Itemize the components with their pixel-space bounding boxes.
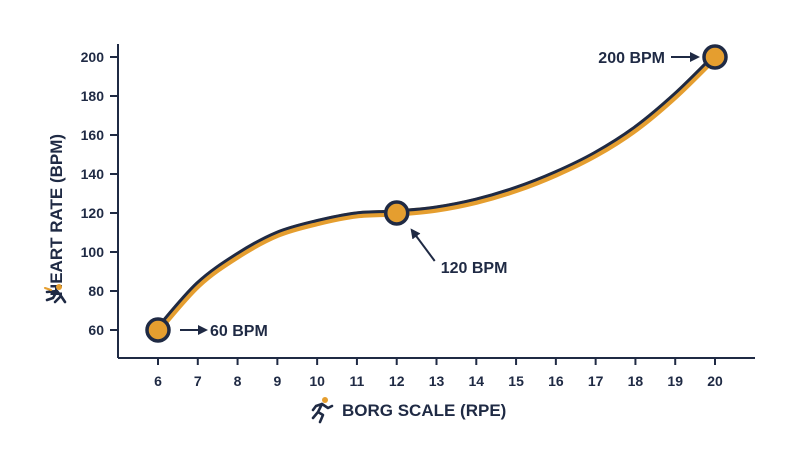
x-tick-label: 9 bbox=[273, 373, 281, 389]
y-tick-label: 180 bbox=[81, 88, 105, 104]
x-tick-label: 19 bbox=[667, 373, 683, 389]
series-line bbox=[154, 53, 719, 334]
series-line-stroke bbox=[155, 53, 716, 330]
tick-labels: 60 80 100 120 140 160 180 200 6 7 8 9 10 11 12 13 14 15 16… bbox=[81, 49, 723, 389]
data-point-marker bbox=[702, 44, 728, 70]
y-tick-label: 200 bbox=[81, 49, 105, 65]
annotations: 60 BPM 120 BPM 200 BPM bbox=[180, 50, 700, 340]
y-tick-label: 160 bbox=[81, 127, 105, 143]
series-line-glow bbox=[154, 53, 719, 334]
x-axis-title: BORG SCALE (RPE) bbox=[342, 401, 506, 420]
data-point-marker bbox=[145, 317, 171, 343]
x-tick-label: 16 bbox=[548, 373, 564, 389]
x-tick-label: 6 bbox=[154, 373, 162, 389]
annotation-label: 200 BPM bbox=[598, 50, 665, 67]
x-tick-label: 11 bbox=[350, 373, 365, 389]
y-tick-label: 120 bbox=[81, 205, 105, 221]
x-tick-label: 12 bbox=[389, 373, 405, 389]
x-tick-label: 14 bbox=[468, 373, 484, 389]
x-tick-label: 17 bbox=[588, 373, 604, 389]
y-axis-title-group: HEART RATE (BPM) bbox=[47, 134, 66, 296]
y-tick-label: 140 bbox=[81, 166, 105, 182]
x-tick-label: 10 bbox=[309, 373, 325, 389]
annotation-arrow bbox=[410, 228, 436, 262]
data-markers bbox=[145, 44, 728, 343]
annotation-label: 60 BPM bbox=[210, 323, 268, 340]
y-tick-label: 100 bbox=[81, 244, 105, 260]
data-point-marker bbox=[383, 200, 410, 226]
x-tick-label: 7 bbox=[194, 373, 202, 389]
y-axis-title: HEART RATE (BPM) bbox=[47, 134, 66, 296]
x-tick-label: 18 bbox=[628, 373, 644, 389]
axes bbox=[110, 44, 755, 365]
x-tick-label: 13 bbox=[429, 373, 445, 389]
falling-runner-icon bbox=[44, 284, 67, 304]
x-tick-label: 8 bbox=[234, 373, 242, 389]
x-tick-label: 15 bbox=[508, 373, 524, 389]
y-tick-label: 80 bbox=[88, 283, 104, 299]
y-tick-label: 60 bbox=[88, 322, 104, 338]
runner-icon bbox=[311, 397, 334, 424]
annotation-label: 120 BPM bbox=[441, 260, 508, 277]
x-tick-label: 20 bbox=[707, 373, 723, 389]
